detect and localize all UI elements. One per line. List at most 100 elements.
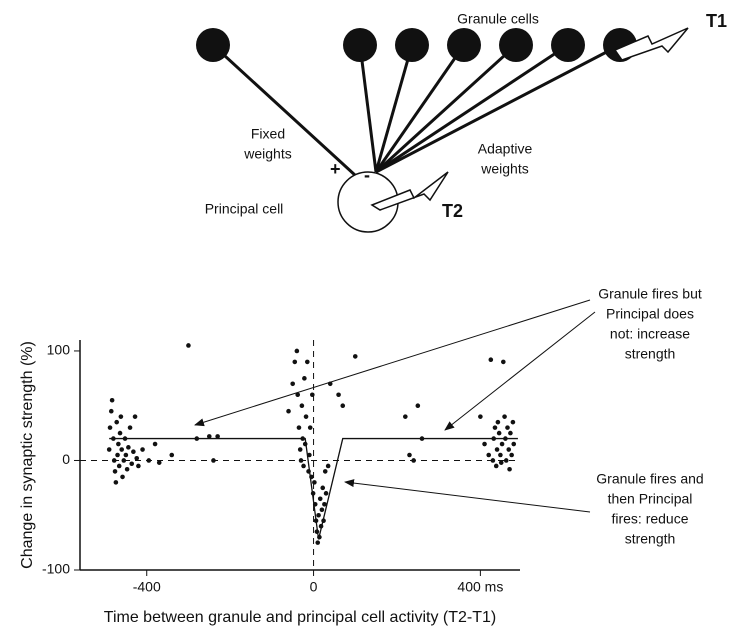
annotation: Granule fires and — [596, 471, 703, 487]
point — [321, 518, 326, 523]
arrow — [445, 312, 595, 430]
point — [118, 431, 123, 436]
point — [211, 458, 216, 463]
annotation: strength — [625, 531, 676, 547]
point — [496, 420, 501, 425]
point — [300, 403, 305, 408]
point — [311, 491, 316, 496]
y-tick-label: 100 — [47, 342, 71, 358]
point — [320, 486, 325, 491]
point — [511, 442, 516, 447]
label: Granule cells — [457, 11, 539, 27]
point — [486, 453, 491, 458]
point — [493, 425, 498, 430]
point — [157, 460, 162, 465]
point — [353, 354, 358, 359]
annotation: Principal does — [606, 306, 694, 322]
y-axis-label: Change in synaptic strength (%) — [19, 341, 36, 569]
point — [323, 469, 328, 474]
label: weights — [243, 146, 291, 162]
x-axis-label: Time between granule and principal cell … — [104, 609, 496, 626]
point — [292, 360, 297, 365]
y-tick-label: -100 — [42, 561, 70, 577]
point — [107, 447, 112, 452]
point — [169, 453, 174, 458]
x-tick-label: 400 ms — [457, 579, 503, 595]
point — [336, 392, 341, 397]
point — [110, 398, 115, 403]
point — [309, 475, 314, 480]
point — [312, 480, 317, 485]
point — [108, 425, 113, 430]
point — [124, 453, 129, 458]
point — [306, 469, 311, 474]
point — [320, 507, 325, 512]
label: weights — [480, 161, 528, 177]
label: Fixed — [251, 126, 285, 142]
point — [126, 445, 131, 450]
point — [495, 447, 500, 452]
point — [315, 529, 320, 534]
point — [491, 458, 496, 463]
annotation: strength — [625, 346, 676, 362]
point — [494, 464, 499, 469]
point — [319, 524, 324, 529]
point — [498, 453, 503, 458]
point — [508, 431, 513, 436]
point — [316, 513, 321, 518]
point — [153, 442, 158, 447]
point — [119, 447, 124, 452]
point — [290, 382, 295, 387]
label: Adaptive — [478, 141, 533, 157]
point — [133, 414, 138, 419]
point — [506, 447, 511, 452]
point — [207, 434, 212, 439]
point — [497, 431, 502, 436]
point — [116, 442, 121, 447]
point — [302, 376, 307, 381]
label: T2 — [442, 201, 463, 221]
arrow — [345, 482, 590, 512]
point — [314, 518, 319, 523]
point — [215, 434, 220, 439]
point — [125, 467, 130, 472]
point — [120, 475, 125, 480]
point — [303, 442, 308, 447]
point — [109, 409, 114, 414]
point — [305, 360, 310, 365]
point — [140, 447, 145, 452]
point — [112, 458, 117, 463]
point — [194, 436, 199, 441]
point — [502, 414, 507, 419]
point — [123, 436, 128, 441]
point — [129, 461, 134, 466]
point — [324, 491, 329, 496]
point — [489, 357, 494, 362]
x-tick-label: 0 — [310, 579, 318, 595]
label: T1 — [706, 11, 727, 31]
point — [416, 403, 421, 408]
point — [318, 497, 323, 502]
point — [299, 458, 304, 463]
point — [411, 458, 416, 463]
point — [308, 425, 313, 430]
point — [478, 414, 483, 419]
point — [317, 535, 322, 540]
point — [300, 436, 305, 441]
point — [407, 453, 412, 458]
point — [501, 360, 506, 365]
figure: Granule cells T1 Fixed weights + - Adapt… — [0, 0, 732, 635]
point — [114, 480, 119, 485]
point — [304, 414, 309, 419]
point — [500, 442, 505, 447]
y-tick-label: 0 — [62, 451, 70, 467]
point — [505, 425, 510, 430]
point — [147, 458, 152, 463]
granule-cells — [196, 28, 637, 62]
point — [111, 436, 116, 441]
point — [511, 420, 516, 425]
label: - — [364, 165, 370, 185]
point — [326, 464, 331, 469]
point — [340, 403, 345, 408]
